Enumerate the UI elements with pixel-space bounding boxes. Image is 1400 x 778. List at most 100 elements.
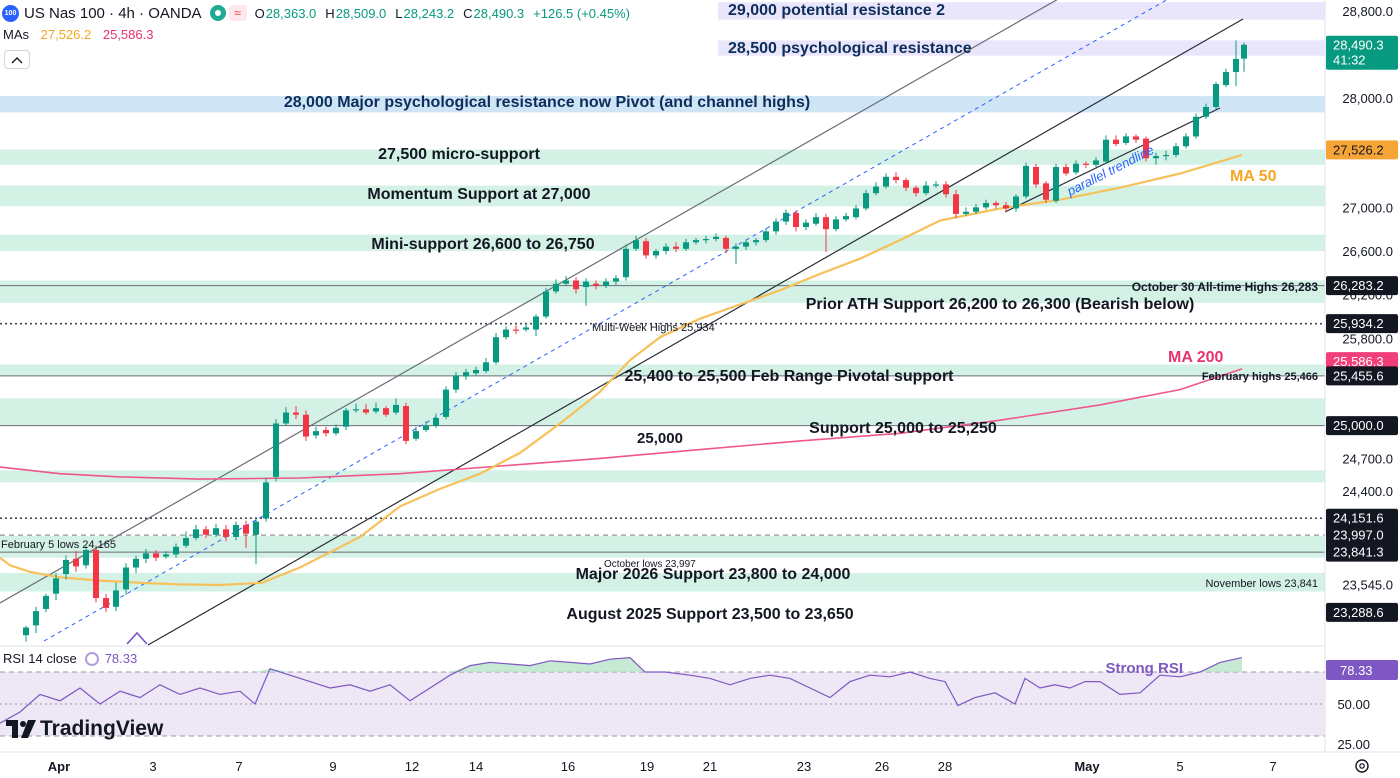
indicator-settings-icon[interactable] bbox=[84, 651, 99, 666]
candle[interactable] bbox=[1241, 44, 1247, 59]
candle[interactable] bbox=[293, 412, 299, 415]
mas-legend[interactable]: MAs 27,526.2 25,586.3 bbox=[3, 27, 153, 42]
candle[interactable] bbox=[1023, 165, 1029, 197]
candle[interactable] bbox=[83, 550, 89, 566]
candle[interactable] bbox=[183, 538, 189, 546]
candle[interactable] bbox=[773, 221, 779, 232]
candle[interactable] bbox=[833, 219, 839, 230]
candle[interactable] bbox=[813, 217, 819, 224]
candle[interactable] bbox=[353, 409, 359, 411]
candle[interactable] bbox=[593, 283, 599, 286]
price-axis[interactable] bbox=[1325, 0, 1400, 778]
candle[interactable] bbox=[203, 529, 209, 535]
candle[interactable] bbox=[103, 598, 109, 608]
candle[interactable] bbox=[323, 430, 329, 434]
candle[interactable] bbox=[53, 578, 59, 594]
candle[interactable] bbox=[173, 546, 179, 555]
candle[interactable] bbox=[263, 482, 269, 519]
candle[interactable] bbox=[923, 185, 929, 194]
candle[interactable] bbox=[863, 193, 869, 209]
collapse-legend-button[interactable] bbox=[4, 50, 30, 69]
candle[interactable] bbox=[1123, 136, 1129, 143]
candle[interactable] bbox=[523, 327, 529, 330]
candle[interactable] bbox=[473, 369, 479, 374]
candle[interactable] bbox=[753, 240, 759, 243]
candle[interactable] bbox=[893, 176, 899, 181]
candle[interactable] bbox=[873, 186, 879, 194]
candle[interactable] bbox=[1163, 154, 1169, 157]
candle[interactable] bbox=[743, 242, 749, 247]
candle[interactable] bbox=[693, 240, 699, 243]
candle[interactable] bbox=[303, 414, 309, 437]
candle[interactable] bbox=[653, 251, 659, 256]
candle[interactable] bbox=[1043, 183, 1049, 200]
candle[interactable] bbox=[1203, 106, 1209, 117]
candle[interactable] bbox=[1083, 163, 1089, 165]
symbol-header[interactable]: 100 US Nas 100 · 4h · OANDA ≈ O 28,363.0 … bbox=[2, 3, 639, 23]
ma50-line[interactable] bbox=[0, 153, 1243, 587]
candle[interactable] bbox=[133, 558, 139, 568]
candle[interactable] bbox=[623, 248, 629, 278]
candle[interactable] bbox=[543, 291, 549, 317]
candle[interactable] bbox=[1153, 156, 1159, 159]
candle[interactable] bbox=[673, 246, 679, 249]
tradingview-logo[interactable]: TradingView bbox=[6, 717, 163, 741]
candle[interactable] bbox=[963, 211, 969, 214]
rsi-legend[interactable]: RSI 14 close 78.33 bbox=[3, 651, 137, 666]
candle[interactable] bbox=[153, 553, 159, 558]
candle[interactable] bbox=[993, 202, 999, 206]
candle[interactable] bbox=[823, 217, 829, 230]
candle[interactable] bbox=[663, 246, 669, 252]
candle[interactable] bbox=[143, 553, 149, 559]
candle[interactable] bbox=[843, 216, 849, 220]
candle[interactable] bbox=[603, 281, 609, 286]
candle[interactable] bbox=[1053, 166, 1059, 201]
candle[interactable] bbox=[973, 207, 979, 212]
parallel-trendline[interactable] bbox=[1004, 107, 1221, 213]
candle[interactable] bbox=[913, 187, 919, 194]
gear-icon[interactable] bbox=[1355, 759, 1369, 773]
candle[interactable] bbox=[43, 595, 49, 609]
candle[interactable] bbox=[723, 237, 729, 249]
channel-upper-line[interactable] bbox=[0, 0, 1060, 604]
candle[interactable] bbox=[643, 241, 649, 256]
candle[interactable] bbox=[903, 180, 909, 188]
candle[interactable] bbox=[513, 329, 519, 331]
candle[interactable] bbox=[1103, 139, 1109, 162]
candle[interactable] bbox=[783, 212, 789, 222]
candle[interactable] bbox=[583, 281, 589, 288]
candle[interactable] bbox=[433, 417, 439, 426]
candle[interactable] bbox=[223, 529, 229, 537]
candle[interactable] bbox=[453, 375, 459, 390]
candle[interactable] bbox=[1113, 139, 1119, 145]
candle[interactable] bbox=[233, 524, 239, 537]
candle[interactable] bbox=[803, 222, 809, 228]
candle[interactable] bbox=[533, 316, 539, 330]
candle[interactable] bbox=[1063, 166, 1069, 174]
candle[interactable] bbox=[213, 528, 219, 535]
candle[interactable] bbox=[23, 627, 29, 636]
candle[interactable] bbox=[703, 239, 709, 241]
candle[interactable] bbox=[713, 236, 719, 240]
candle[interactable] bbox=[733, 246, 739, 249]
candle[interactable] bbox=[63, 559, 69, 575]
candle[interactable] bbox=[573, 280, 579, 290]
candle[interactable] bbox=[1133, 136, 1139, 140]
candle[interactable] bbox=[313, 431, 319, 436]
candle[interactable] bbox=[1193, 116, 1199, 137]
candle[interactable] bbox=[243, 524, 249, 534]
candle[interactable] bbox=[1093, 160, 1099, 165]
candle[interactable] bbox=[123, 567, 129, 590]
candle[interactable] bbox=[503, 329, 509, 338]
ma200-line[interactable] bbox=[0, 368, 1243, 480]
candle[interactable] bbox=[1173, 146, 1179, 155]
candle[interactable] bbox=[853, 208, 859, 218]
wave-icon[interactable]: ≈ bbox=[228, 5, 247, 21]
candle[interactable] bbox=[983, 202, 989, 208]
candle[interactable] bbox=[683, 242, 689, 249]
candle[interactable] bbox=[563, 280, 569, 284]
candle[interactable] bbox=[933, 184, 939, 186]
candle[interactable] bbox=[1073, 163, 1079, 173]
candle[interactable] bbox=[883, 176, 889, 187]
